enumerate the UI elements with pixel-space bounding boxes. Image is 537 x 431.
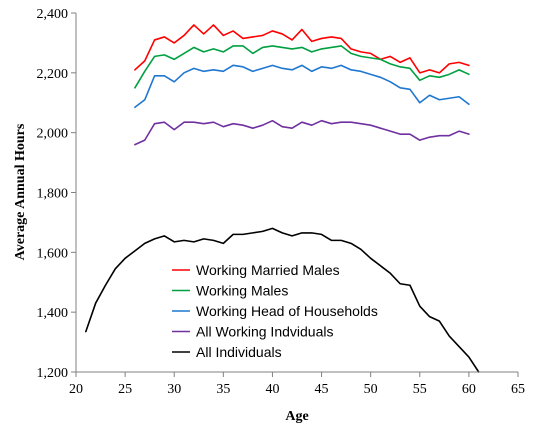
- y-tick-label: 1,600: [37, 246, 69, 261]
- series-layer: [85, 24, 480, 373]
- tick-layer: 20 25 30 35 40 45 50 55 60 65 1,200 1,400 1,600 1,800…: [37, 7, 526, 397]
- x-tick-label: 35: [216, 382, 230, 397]
- x-tick-label: 25: [118, 382, 132, 397]
- y-tick-label: 2,400: [37, 7, 69, 22]
- legend: Working Married Males Working Males Workin…: [172, 262, 378, 360]
- series-line-3: [134, 64, 470, 109]
- x-tick-label: 60: [462, 382, 476, 397]
- legend-label: All Individuals: [196, 344, 282, 360]
- y-axis-title: Average Annual Hours: [13, 123, 28, 260]
- x-tick-label: 30: [167, 382, 181, 397]
- legend-label: Working Head of Households: [196, 303, 378, 319]
- y-tick-label: 2,000: [37, 127, 69, 142]
- y-tick-label: 2,200: [37, 67, 69, 82]
- plot-area: [76, 13, 518, 372]
- x-tick-label: 55: [413, 382, 427, 397]
- y-tick-label: 1,800: [37, 187, 69, 202]
- series-line-5: [85, 227, 480, 373]
- legend-label: All Working Indviduals: [196, 324, 333, 340]
- x-tick-label: 40: [265, 382, 279, 397]
- series-line-2: [134, 45, 470, 89]
- y-tick-label: 1,200: [37, 366, 69, 381]
- y-tick-label: 1,400: [37, 306, 69, 321]
- series-line-4: [134, 119, 470, 146]
- x-axis-title: Age: [285, 409, 308, 424]
- series-line-1: [134, 24, 470, 74]
- legend-label: Working Males: [196, 283, 288, 299]
- legend-label: Working Married Males: [196, 262, 340, 278]
- x-tick-label: 50: [364, 382, 378, 397]
- x-tick-label: 65: [511, 382, 525, 397]
- x-tick-label: 20: [69, 382, 83, 397]
- x-tick-label: 45: [315, 382, 329, 397]
